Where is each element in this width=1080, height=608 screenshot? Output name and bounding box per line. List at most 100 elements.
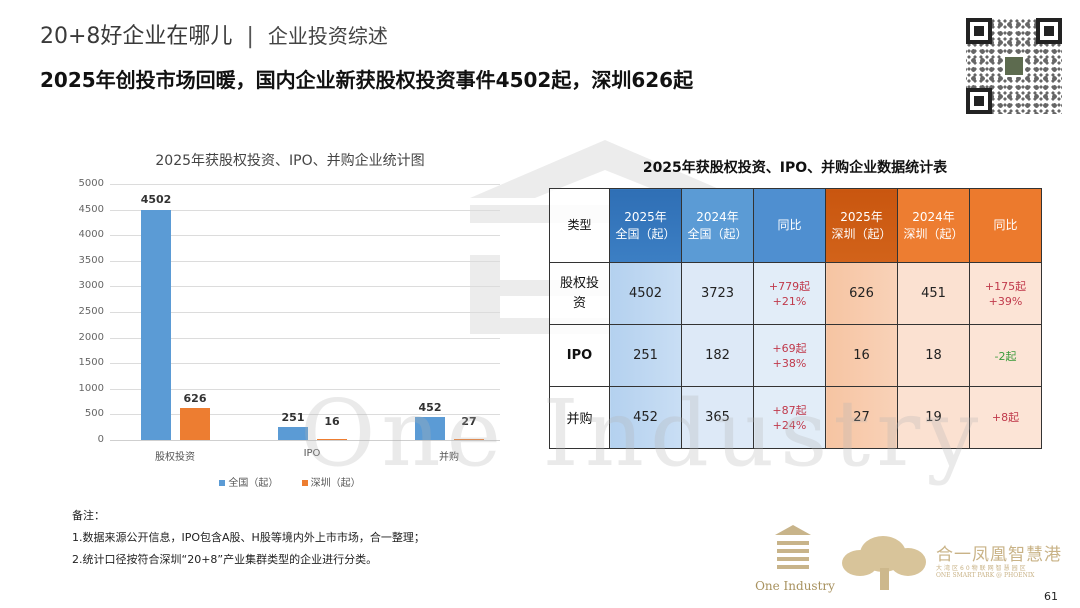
row-type: 股权投资 <box>549 262 610 325</box>
table-title: 2025年获股权投资、IPO、并购企业数据统计表 <box>642 160 948 176</box>
note-item: 1.数据来源公开信息，IPO包含A股、H股等境内外上市市场，合一整理； <box>72 531 425 544</box>
x-category-label: 并购 <box>439 452 459 463</box>
y-tick-label: 3000 <box>78 280 104 292</box>
row-type: IPO <box>549 324 610 387</box>
yoy-abs: +779起 <box>768 279 811 293</box>
cell-shenzhen-yoy: -2起 <box>969 324 1042 387</box>
qr-finder-pattern <box>1036 18 1062 44</box>
one-industry-logo-text: One Industry <box>755 579 835 593</box>
footnotes: 备注： 1.数据来源公开信息，IPO包含A股、H股等境内外上市市场，合一整理； … <box>72 505 425 571</box>
phoenix-park-subtitle: 大湾区60物联网智慧园区 <box>936 565 1028 572</box>
yoy-abs: +87起 <box>772 403 807 417</box>
bar-shenzhen-equity <box>180 407 210 440</box>
cell-national-2025: 452 <box>609 386 682 449</box>
x-category-label: IPO <box>303 448 321 459</box>
yoy-abs: -2起 <box>994 349 1017 363</box>
header-text: 2025年 <box>624 209 667 224</box>
chart-legend: 全国（起） 深圳（起） <box>60 474 520 489</box>
logo-bar <box>777 549 809 553</box>
qr-center-image <box>1003 55 1025 77</box>
cell-national-yoy: +87起 +24% <box>753 386 826 449</box>
table-row: 股权投资 4502 3723 +779起 +21% 626 451 +175起 +3… <box>549 262 1042 325</box>
cell-national-2025: 4502 <box>609 262 682 325</box>
header-shenzhen-yoy: 同比 <box>969 188 1042 263</box>
cell-national-yoy: +69起 +38% <box>753 324 826 387</box>
qr-finder-pattern <box>966 18 992 44</box>
gridline <box>110 235 500 237</box>
gridline <box>110 337 500 339</box>
header-type: 类型 <box>549 188 610 263</box>
bar-value-label: 452 <box>418 400 442 414</box>
bar-national-ipo <box>278 427 308 440</box>
cell-shenzhen-2025: 27 <box>825 386 898 449</box>
gridline <box>110 209 500 211</box>
header-text: 全国（起） <box>687 226 748 241</box>
title-separator: | <box>246 24 254 49</box>
header-text: 深圳（起） <box>831 226 892 241</box>
tree-canopy <box>890 548 926 576</box>
cell-national-2024: 3723 <box>681 262 754 325</box>
yoy-pct: +38% <box>772 356 807 370</box>
y-tick-label: 3500 <box>78 254 104 266</box>
x-category-label: 股权投资 <box>155 452 195 463</box>
gridline <box>110 414 500 416</box>
y-tick-label: 0 <box>97 434 104 445</box>
header-text: 同比 <box>993 218 1018 232</box>
notes-label: 备注： <box>72 509 105 522</box>
y-tick-label: 1500 <box>78 357 104 369</box>
x-axis-line <box>110 440 500 441</box>
row-type: 并购 <box>549 386 610 449</box>
tree-trunk <box>880 568 889 590</box>
cell-national-yoy: +779起 +21% <box>753 262 826 325</box>
section-title: 20+8好企业在哪儿 | 企业投资综述 <box>40 18 388 50</box>
page-headline: 2025年创投市场回暖，国内企业新获股权投资事件4502起，深圳626起 <box>40 68 694 92</box>
statistics-table: 类型 2025年 全国（起） 2024年 全国（起） 同比 2025年 深圳（起） 2… <box>549 188 1042 449</box>
y-tick-label: 5000 <box>78 178 104 189</box>
header-national-2024: 2024年 全国（起） <box>681 188 754 263</box>
gridline <box>110 312 500 313</box>
cell-shenzhen-2024: 451 <box>897 262 970 325</box>
gridline <box>110 286 500 288</box>
header-text: 2024年 <box>912 209 955 224</box>
bar-shenzhen-ipo <box>317 439 347 440</box>
section-title-text: 20+8好企业在哪儿 <box>40 24 233 49</box>
legend-swatch-blue-icon <box>219 480 226 486</box>
header-national-yoy: 同比 <box>753 188 826 263</box>
page-number: 61 <box>1044 590 1058 603</box>
gridline <box>110 363 500 365</box>
header-text: 全国（起） <box>615 226 676 241</box>
logo-bar <box>777 565 809 569</box>
legend-item-national: 全国（起） <box>219 478 278 489</box>
header-text: 2025年 <box>840 209 883 224</box>
y-tick-label: 4500 <box>78 203 104 215</box>
phoenix-park-name: 合一凤凰智慧港 <box>936 545 1062 565</box>
tree-logo-icon <box>842 534 926 594</box>
y-tick-label: 4000 <box>78 229 104 241</box>
cell-national-2024: 182 <box>681 324 754 387</box>
cell-shenzhen-2024: 18 <box>897 324 970 387</box>
legend-label: 全国（起） <box>228 478 279 489</box>
gridline <box>110 388 500 390</box>
logo-bar <box>777 557 809 561</box>
header-shenzhen-2025: 2025年深圳（起） <box>825 188 898 263</box>
yoy-abs: +69起 <box>772 341 807 355</box>
bar-shenzhen-ma <box>454 438 484 440</box>
header-text: 深圳（起） <box>903 226 964 241</box>
chart-plot-area: 5000 4500 4000 3500 3000 2500 2000 1500 … <box>79 178 500 463</box>
header-national-2025: 2025年全国（起） <box>609 188 682 263</box>
qr-finder-pattern <box>966 88 992 114</box>
cell-national-2024: 365 <box>681 386 754 449</box>
note-item: 2.统计口径按符合深圳“20+8”产业集群类型的企业进行分类。 <box>72 553 378 566</box>
gridline <box>110 260 500 262</box>
one-industry-logo: One Industry <box>755 525 835 603</box>
logo-roof-icon <box>775 525 811 535</box>
bar-national-equity <box>141 209 171 440</box>
yoy-abs: +8起 <box>991 411 1020 424</box>
table-row: 并购 452 365 +87起 +24% 27 19 +8起 <box>549 386 1042 449</box>
bar-national-ma <box>415 416 445 440</box>
y-tick-label: 2500 <box>78 306 104 317</box>
y-tick-label: 2000 <box>78 331 104 343</box>
bar-value-label: 4502 <box>140 193 172 207</box>
subsection-title: 企业投资综述 <box>267 24 388 48</box>
header-text: 同比 <box>777 218 802 232</box>
